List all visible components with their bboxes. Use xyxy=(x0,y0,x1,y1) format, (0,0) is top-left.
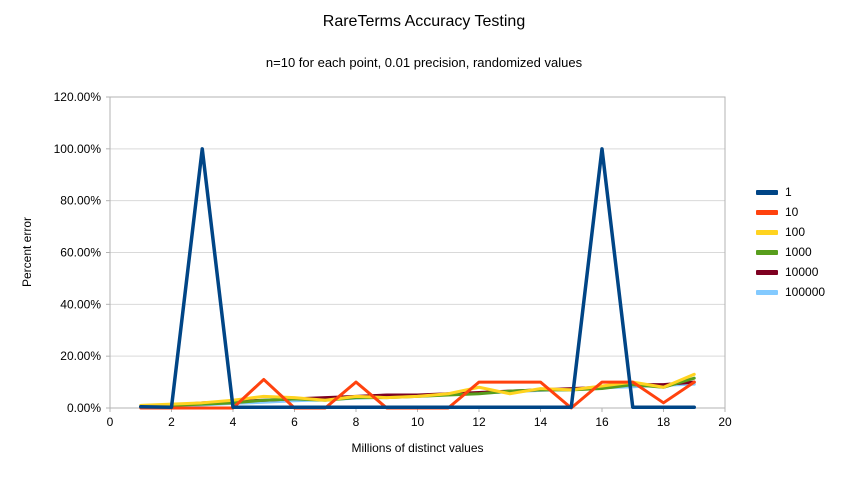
series-line-1 xyxy=(139,147,696,409)
svg-text:80.00%: 80.00% xyxy=(60,194,101,208)
legend-label-10000: 10000 xyxy=(785,265,819,279)
legend-item-1000: 1000 xyxy=(756,246,825,259)
svg-text:20.00%: 20.00% xyxy=(60,349,101,363)
svg-text:60.00%: 60.00% xyxy=(60,246,101,260)
svg-text:16: 16 xyxy=(595,415,609,429)
svg-text:10: 10 xyxy=(411,415,425,429)
x-axis-title: Millions of distinct values xyxy=(351,441,484,455)
legend-swatch-100000 xyxy=(756,290,778,295)
legend-swatch-100 xyxy=(756,230,778,235)
svg-text:100.00%: 100.00% xyxy=(54,142,102,156)
chart-subtitle: n=10 for each point, 0.01 precision, ran… xyxy=(265,55,583,70)
legend-item-10: 10 xyxy=(756,206,825,219)
axis-ticks xyxy=(106,96,726,412)
series-line-100 xyxy=(139,372,696,407)
svg-text:0.00%: 0.00% xyxy=(67,401,101,415)
legend-label-100: 100 xyxy=(785,225,806,239)
legend-item-10000: 10000 xyxy=(756,266,825,279)
svg-text:2: 2 xyxy=(168,415,175,429)
legend-swatch-1000 xyxy=(756,250,778,255)
gridlines xyxy=(110,96,725,409)
y-tick-labels: 0.00% 20.00% 40.00% 60.00% 80.00% 100.00% 120.… xyxy=(54,90,102,415)
chart-title: RareTerms Accuracy Testing xyxy=(322,13,526,30)
svg-text:0: 0 xyxy=(107,415,114,429)
svg-text:4: 4 xyxy=(230,415,237,429)
svg-text:18: 18 xyxy=(657,415,671,429)
legend-item-1: 1 xyxy=(756,186,825,199)
svg-text:40.00%: 40.00% xyxy=(60,297,101,311)
svg-text:14: 14 xyxy=(534,415,548,429)
legend-label-10: 10 xyxy=(785,205,799,219)
legend-item-100: 100 xyxy=(756,226,825,239)
legend-item-100000: 100000 xyxy=(756,286,825,299)
legend-swatch-10000 xyxy=(756,270,778,275)
svg-text:8: 8 xyxy=(353,415,360,429)
legend-label-100000: 100000 xyxy=(785,285,826,299)
legend: 1 10 100 1000 10000 100000 xyxy=(756,186,825,299)
y-axis-title: Percent error xyxy=(20,216,34,288)
legend-label-1: 1 xyxy=(785,185,792,199)
x-tick-labels: 0 2 4 6 8 10 12 14 16 18 20 xyxy=(107,415,732,429)
svg-text:120.00%: 120.00% xyxy=(54,90,102,104)
svg-text:6: 6 xyxy=(291,415,298,429)
svg-text:12: 12 xyxy=(472,415,486,429)
legend-label-1000: 1000 xyxy=(785,245,812,259)
legend-swatch-10 xyxy=(756,210,778,215)
legend-swatch-1 xyxy=(756,190,778,195)
svg-text:20: 20 xyxy=(718,415,732,429)
